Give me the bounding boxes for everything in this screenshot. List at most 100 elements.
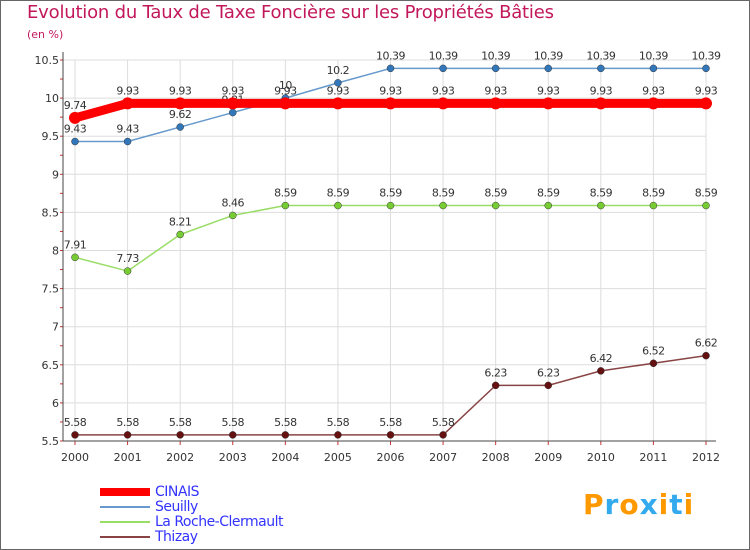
x-tick-label: 2002: [166, 451, 194, 464]
data-point-cinais: [279, 97, 292, 110]
data-label-cinais: 9.93: [695, 84, 718, 97]
data-point-thizay: [71, 431, 79, 439]
chart-title: Evolution du Taux de Taxe Foncière sur l…: [27, 2, 554, 23]
x-tick-label: 2010: [587, 451, 615, 464]
data-label-cinais: 9.93: [642, 84, 665, 97]
logo-letter: r: [604, 488, 620, 521]
data-point-cinais: [594, 97, 607, 110]
legend-item-cinais[interactable]: CINAIS: [100, 484, 360, 500]
y-tick-label: 9.5: [42, 130, 60, 143]
legend-label-seuilly: Seuilly: [155, 499, 198, 515]
y-tick-label: 6: [52, 397, 59, 410]
data-label-seuilly: 10.39: [534, 49, 563, 62]
legend-item-seuilly[interactable]: Seuilly: [100, 499, 360, 515]
logo-letter: o: [619, 488, 640, 521]
data-point-la-roche-clermault: [702, 201, 710, 210]
data-point-seuilly: [176, 123, 184, 131]
data-point-thizay: [702, 351, 710, 360]
data-label-thizay: 5.58: [327, 416, 350, 429]
data-point-la-roche-clermault: [281, 201, 290, 210]
data-label-thizay: 6.52: [642, 344, 665, 357]
data-label-la-roche-clermault: 8.59: [537, 187, 560, 200]
data-point-cinais: [384, 97, 397, 110]
data-point-thizay: [649, 359, 658, 368]
data-label-seuilly: 10.39: [586, 49, 615, 62]
y-tick-label: 6.5: [42, 359, 60, 372]
data-point-la-roche-clermault: [491, 201, 500, 210]
y-tick-label: 10.5: [35, 54, 60, 67]
legend-item-thizay[interactable]: Thizay: [100, 529, 360, 545]
legend-item-la-roche-clermault[interactable]: La Roche-Clermault: [100, 514, 360, 530]
x-tick-label: 2004: [271, 451, 299, 464]
logo-letter: t: [669, 488, 684, 521]
data-point-la-roche-clermault: [597, 201, 605, 210]
data-label-la-roche-clermault: 8.59: [590, 187, 613, 200]
y-axis-unit: (en %): [27, 28, 64, 41]
data-label-seuilly: 9.43: [116, 123, 139, 136]
data-label-thizay: 5.58: [222, 416, 245, 429]
y-tick-label: 8.5: [42, 206, 60, 219]
data-label-cinais: 9.93: [222, 84, 245, 97]
data-point-thizay: [281, 431, 290, 439]
data-label-thizay: 6.23: [484, 366, 507, 379]
x-tick-label: 2008: [482, 451, 510, 464]
data-point-cinais: [542, 97, 555, 110]
data-point-la-roche-clermault: [176, 230, 184, 239]
logo-letter: i: [683, 488, 695, 521]
data-label-cinais: 9.93: [274, 84, 297, 97]
data-label-cinais: 9.93: [116, 84, 139, 97]
data-label-seuilly: 10.39: [639, 49, 668, 62]
data-point-seuilly: [597, 64, 605, 73]
data-label-seuilly: 10.2: [327, 64, 350, 77]
y-tick-label: 5.5: [42, 435, 60, 448]
data-point-seuilly: [544, 64, 552, 73]
data-point-la-roche-clermault: [334, 201, 342, 210]
data-label-seuilly: 10.39: [692, 49, 721, 62]
data-label-la-roche-clermault: 8.59: [379, 187, 402, 200]
data-label-la-roche-clermault: 8.59: [327, 187, 350, 200]
data-label-thizay: 5.58: [64, 416, 87, 429]
data-label-cinais: 9.93: [327, 84, 350, 97]
x-tick-label: 2011: [639, 451, 667, 464]
data-point-seuilly: [229, 108, 237, 117]
x-tick-label: 2005: [324, 451, 352, 464]
legend-label-thizay: Thizay: [155, 529, 198, 545]
data-point-seuilly: [491, 64, 500, 73]
data-point-cinais: [489, 97, 502, 110]
data-point-cinais: [174, 97, 187, 110]
data-point-thizay: [597, 367, 605, 375]
legend-swatch-la-roche-clermault: [100, 521, 150, 523]
x-tick-label: 2009: [534, 451, 562, 464]
legend-swatch-seuilly: [100, 506, 150, 508]
logo-letter: i: [658, 488, 670, 521]
data-point-la-roche-clermault: [123, 267, 132, 275]
x-tick-label: 2000: [61, 451, 89, 464]
data-point-seuilly: [649, 64, 658, 73]
data-label-thizay: 5.58: [169, 416, 192, 429]
data-label-seuilly: 9.62: [169, 108, 192, 121]
data-point-la-roche-clermault: [71, 253, 79, 262]
y-tick-label: 9: [52, 168, 59, 181]
data-label-la-roche-clermault: 8.46: [222, 196, 245, 209]
y-tick-label: 10: [45, 92, 59, 105]
data-point-la-roche-clermault: [229, 211, 237, 220]
data-label-la-roche-clermault: 7.73: [116, 252, 139, 265]
data-point-cinais: [647, 97, 660, 110]
y-tick-label: 8: [52, 245, 59, 258]
logo-letter: P: [583, 488, 605, 521]
data-label-seuilly: 10.39: [481, 49, 510, 62]
data-point-seuilly: [386, 64, 395, 73]
data-point-seuilly: [123, 137, 132, 146]
data-point-cinais: [226, 97, 239, 110]
data-label-seuilly: 10: [279, 79, 292, 92]
data-label-thizay: 6.42: [590, 352, 613, 365]
data-label-thizay: 5.58: [116, 416, 139, 429]
data-point-la-roche-clermault: [649, 201, 658, 210]
data-point-thizay: [386, 431, 395, 439]
data-label-la-roche-clermault: 8.59: [432, 187, 455, 200]
data-point-seuilly: [439, 64, 447, 73]
data-point-thizay: [123, 431, 132, 439]
data-point-cinais: [437, 97, 450, 110]
data-point-cinais: [331, 97, 344, 110]
